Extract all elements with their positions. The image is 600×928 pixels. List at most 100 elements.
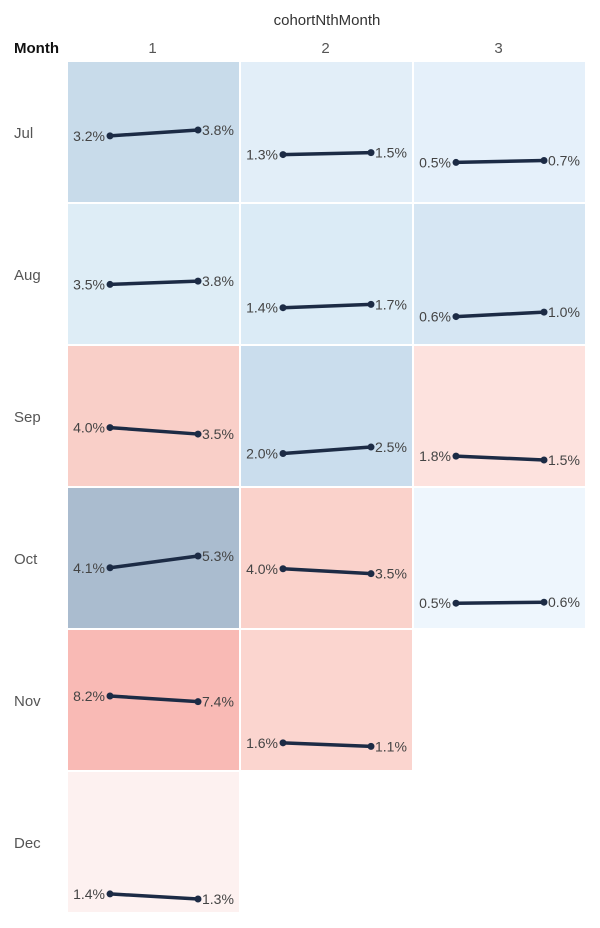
start-value-label: 0.6%: [419, 309, 451, 325]
end-value-label: 1.5%: [548, 452, 580, 468]
cell-oct-2: 4.0% 3.5%: [241, 488, 412, 628]
start-value-label: 8.2%: [73, 688, 105, 704]
start-value-label: 4.0%: [73, 420, 105, 436]
cell-background: [414, 62, 585, 202]
end-value-label: 5.3%: [202, 548, 234, 564]
start-value-label: 4.1%: [73, 560, 105, 576]
start-point: [106, 564, 114, 572]
trend-line: [108, 694, 200, 704]
trend-line: [108, 128, 200, 138]
start-point: [106, 890, 114, 898]
cell-sep-2: 2.0% 2.5%: [241, 346, 412, 486]
end-point: [367, 570, 375, 578]
cell-background: [68, 204, 239, 344]
start-value-label: 4.0%: [246, 561, 278, 577]
cell-background: [68, 772, 239, 912]
column-field-title: cohortNthMonth: [274, 12, 381, 29]
start-point: [106, 280, 114, 288]
end-point: [367, 300, 375, 308]
trend-line: [108, 279, 200, 287]
start-point: [452, 452, 460, 460]
start-value-label: 1.4%: [73, 886, 105, 902]
trend-line: [281, 302, 373, 310]
cell-background: [241, 62, 412, 202]
row-label: Jul: [14, 125, 33, 142]
end-point: [367, 742, 375, 750]
cell-background: [241, 488, 412, 628]
start-point: [279, 565, 287, 573]
row-label: Oct: [14, 551, 38, 568]
cell-sep-1: 4.0% 3.5%: [68, 346, 239, 486]
start-point: [106, 692, 114, 700]
start-value-label: 3.2%: [73, 128, 105, 144]
start-point: [279, 151, 287, 159]
end-point: [194, 552, 202, 560]
cell-background: [241, 204, 412, 344]
end-point: [540, 598, 548, 606]
column-label: 1: [148, 40, 156, 57]
trend-line: [108, 892, 200, 901]
start-point: [452, 599, 460, 607]
row-label: Aug: [14, 267, 41, 284]
cells: 3.2% 3.8% 1.3% 1.5% 0.5% 0.7% 3.5% 3.8% 1.4% 1.7%…: [68, 62, 585, 912]
cell-oct-3: 0.5% 0.6%: [414, 488, 585, 628]
end-value-label: 3.5%: [202, 426, 234, 442]
trend-line: [108, 425, 200, 436]
start-value-label: 1.8%: [419, 448, 451, 464]
cell-aug-2: 1.4% 1.7%: [241, 204, 412, 344]
end-value-label: 1.3%: [202, 891, 234, 907]
cell-jul-3: 0.5% 0.7%: [414, 62, 585, 202]
end-point: [194, 277, 202, 285]
cell-background: [414, 204, 585, 344]
start-point: [452, 158, 460, 166]
trend-line: [281, 445, 373, 456]
end-value-label: 1.5%: [375, 145, 407, 161]
start-point: [452, 313, 460, 321]
start-value-label: 0.5%: [419, 154, 451, 170]
trend-line: [108, 554, 200, 570]
row-label: Sep: [14, 409, 41, 426]
end-point: [367, 443, 375, 451]
row-labels: Jul Aug Sep Oct Nov Dec: [14, 125, 41, 852]
cell-jul-1: 3.2% 3.8%: [68, 62, 239, 202]
end-value-label: 7.4%: [202, 694, 234, 710]
end-point: [194, 430, 202, 438]
row-label: Nov: [14, 693, 41, 710]
end-point: [540, 456, 548, 464]
start-value-label: 1.6%: [246, 735, 278, 751]
column-label: 2: [321, 40, 329, 57]
cell-nov-2: 1.6% 1.1%: [241, 630, 412, 770]
row-label: Dec: [14, 835, 41, 852]
start-value-label: 0.5%: [419, 595, 451, 611]
trend-line: [281, 150, 373, 157]
cell-dec-1: 1.4% 1.3%: [68, 772, 239, 912]
end-point: [367, 149, 375, 157]
end-value-label: 1.1%: [375, 738, 407, 754]
start-value-label: 1.4%: [246, 300, 278, 316]
cell-background: [68, 488, 239, 628]
end-value-label: 1.0%: [548, 304, 580, 320]
trend-line: [454, 158, 546, 165]
start-point: [279, 304, 287, 312]
cell-background: [241, 346, 412, 486]
column-label: 3: [494, 40, 502, 57]
cell-background: [241, 630, 412, 770]
column-labels: 1 2 3: [148, 40, 502, 57]
trend-line: [454, 310, 546, 319]
end-value-label: 2.5%: [375, 439, 407, 455]
trend-line: [281, 741, 373, 749]
end-value-label: 0.6%: [548, 594, 580, 610]
trend-line: [454, 600, 546, 605]
trend-line: [281, 567, 373, 576]
cell-jul-2: 1.3% 1.5%: [241, 62, 412, 202]
start-point: [279, 450, 287, 458]
cell-sep-3: 1.8% 1.5%: [414, 346, 585, 486]
start-point: [106, 424, 114, 432]
start-value-label: 3.5%: [73, 276, 105, 292]
start-point: [279, 739, 287, 747]
end-value-label: 3.5%: [375, 566, 407, 582]
end-value-label: 3.8%: [202, 273, 234, 289]
end-point: [194, 126, 202, 134]
end-point: [540, 156, 548, 164]
